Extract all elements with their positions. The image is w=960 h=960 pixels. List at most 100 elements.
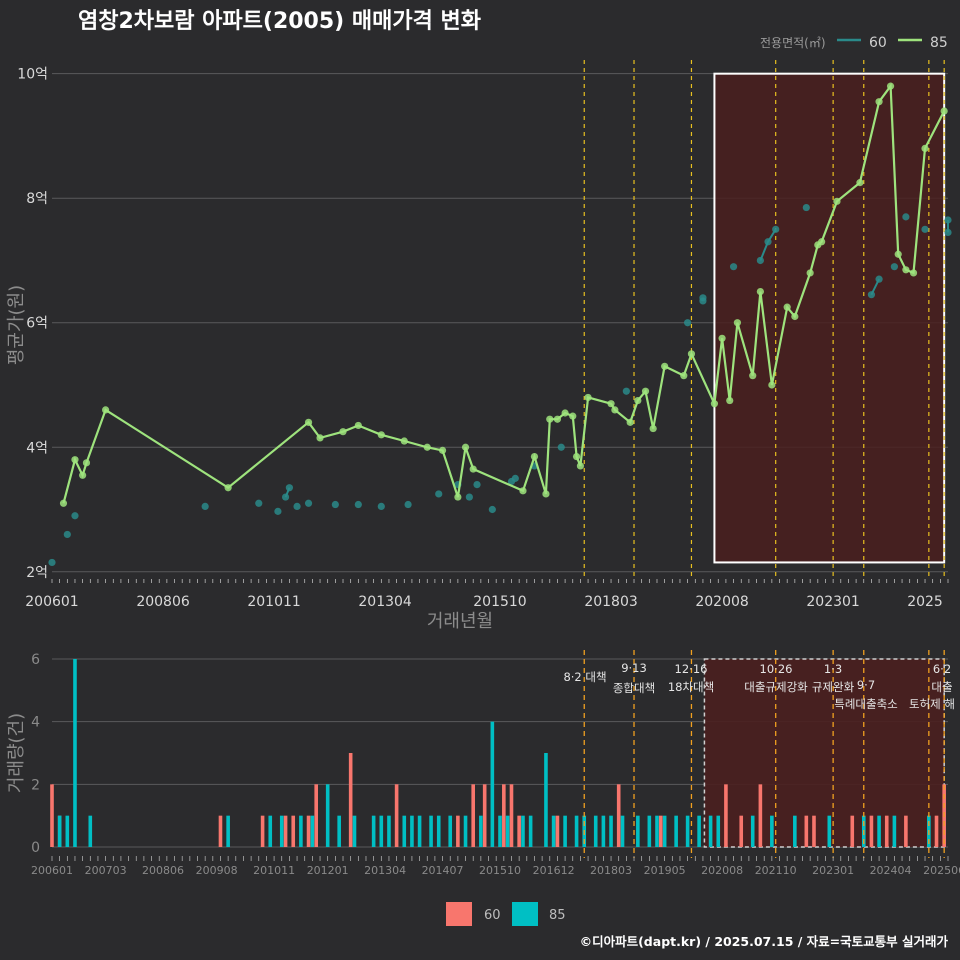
volume-bar-85 [662, 815, 667, 847]
volume-bar-85 [521, 815, 525, 847]
series-85-point [641, 387, 650, 395]
legend-60-label: 60 [869, 35, 887, 51]
volume-y-tick-label: 4 [31, 715, 40, 731]
x-tick-label: 202301 [806, 594, 859, 610]
series-85-point [339, 428, 347, 436]
x-tick-label: 2025 [907, 594, 943, 610]
footer-credit: ©디아파트(dapt.kr) / 2025.07.15 / 자료=국토교통부 실… [580, 934, 949, 949]
legend-title: 전용면적(㎡) [760, 36, 826, 50]
x-tick-label: 201510 [473, 594, 526, 610]
series-85-point [875, 98, 883, 106]
series-85-point [59, 499, 68, 507]
volume-bar-85 [417, 815, 422, 847]
volume-bar-85 [892, 815, 897, 847]
series-85-point [649, 424, 657, 433]
series-85-point [71, 456, 79, 464]
series-60-point [699, 294, 707, 302]
volume-bar-85 [463, 815, 468, 847]
volume-bar-85 [574, 815, 579, 847]
series-85-point [519, 487, 527, 495]
series-85-point [102, 406, 110, 414]
volume-legend-85-label: 85 [549, 908, 566, 923]
series-60-point [756, 256, 764, 265]
y-tick-label: 2억 [26, 565, 48, 581]
series-85-point [584, 393, 592, 402]
volume-bar-85 [73, 659, 77, 847]
series-85-point [454, 493, 462, 501]
volume-x-tick-label: 201407 [422, 864, 464, 877]
volume-x-tick-label: 201905 [644, 864, 686, 877]
series-85-line [858, 101, 881, 183]
volume-x-tick-label: 201304 [364, 864, 406, 877]
volume-bar-60 [509, 784, 514, 847]
series-60-point [890, 263, 898, 271]
series-85-point [856, 179, 864, 187]
volume-bar-60 [314, 784, 319, 847]
series-85-point [469, 465, 477, 473]
volume-bar-60 [904, 815, 908, 847]
volume-x-tick-label: 200703 [85, 864, 127, 877]
volume-bar-60 [291, 815, 296, 847]
series-60-point [63, 530, 71, 539]
series-60-point [488, 505, 496, 514]
volume-y-tick-label: 0 [31, 840, 40, 856]
volume-bar-85 [750, 815, 755, 847]
series-60-point [511, 474, 519, 482]
volume-bar-60 [758, 784, 763, 847]
series-85-point [749, 372, 757, 380]
policy-annotation: 6·2 [933, 662, 951, 676]
volume-bar-85 [310, 815, 315, 847]
series-85-point [791, 312, 799, 321]
volume-bar-85 [708, 815, 713, 847]
series-85-point [818, 238, 826, 246]
series-85-point [833, 197, 841, 205]
policy-annotation: 12·16 [675, 662, 708, 676]
volume-bar-85 [528, 815, 533, 847]
volume-bar-85 [387, 815, 391, 847]
series-85-point [79, 471, 87, 479]
series-85-point [611, 406, 619, 414]
series-85-point [572, 452, 581, 461]
volume-bar-85 [352, 815, 357, 847]
volume-bar-85 [601, 815, 606, 847]
series-60-point [377, 502, 385, 510]
series-85-point [461, 443, 470, 451]
series-60-point [622, 387, 630, 395]
series-60-point [331, 500, 339, 509]
policy-annotation: 규제완화 [812, 680, 855, 694]
x-tick-label: 201304 [358, 594, 412, 610]
volume-bar-85 [402, 815, 407, 847]
volume-bar-60 [482, 784, 487, 847]
volume-bar-85 [448, 815, 453, 847]
volume-bar-60 [394, 784, 399, 847]
series-60-point [465, 493, 473, 501]
volume-x-tick-label: 200601 [31, 864, 73, 877]
series-60-point [684, 319, 692, 327]
volume-x-tick-label: 202008 [701, 864, 743, 877]
series-60-point [729, 263, 738, 271]
volume-bar-85 [88, 815, 93, 847]
series-60-point [944, 216, 952, 224]
volume-bar-85 [620, 815, 625, 847]
volume-x-tick-label: 201612 [533, 864, 575, 877]
volume-bar-60 [804, 815, 809, 847]
volume-bar-85 [379, 815, 384, 847]
series-85-point [756, 287, 764, 296]
series-85-point [806, 269, 814, 277]
policy-annotation: 8·2 대책 [563, 670, 606, 684]
volume-x-tick-label: 200908 [196, 864, 238, 877]
series-85-point [530, 452, 539, 461]
series-60-point [902, 213, 910, 221]
volume-x-tick-label: 200806 [142, 864, 184, 877]
volume-bar-60 [659, 815, 663, 847]
series-60-point [404, 500, 412, 509]
volume-bar-85 [544, 753, 548, 847]
volume-bar-85 [674, 815, 678, 847]
volume-bar-85 [436, 815, 441, 847]
series-85-point [783, 303, 791, 311]
series-85-point [542, 490, 550, 498]
chart-title: 염창2차보람 아파트(2005) 매매가격 변화 [78, 9, 481, 34]
volume-legend-60-swatch [446, 902, 472, 926]
volume-bar-85 [325, 784, 330, 847]
volume-bar-85 [490, 721, 495, 847]
